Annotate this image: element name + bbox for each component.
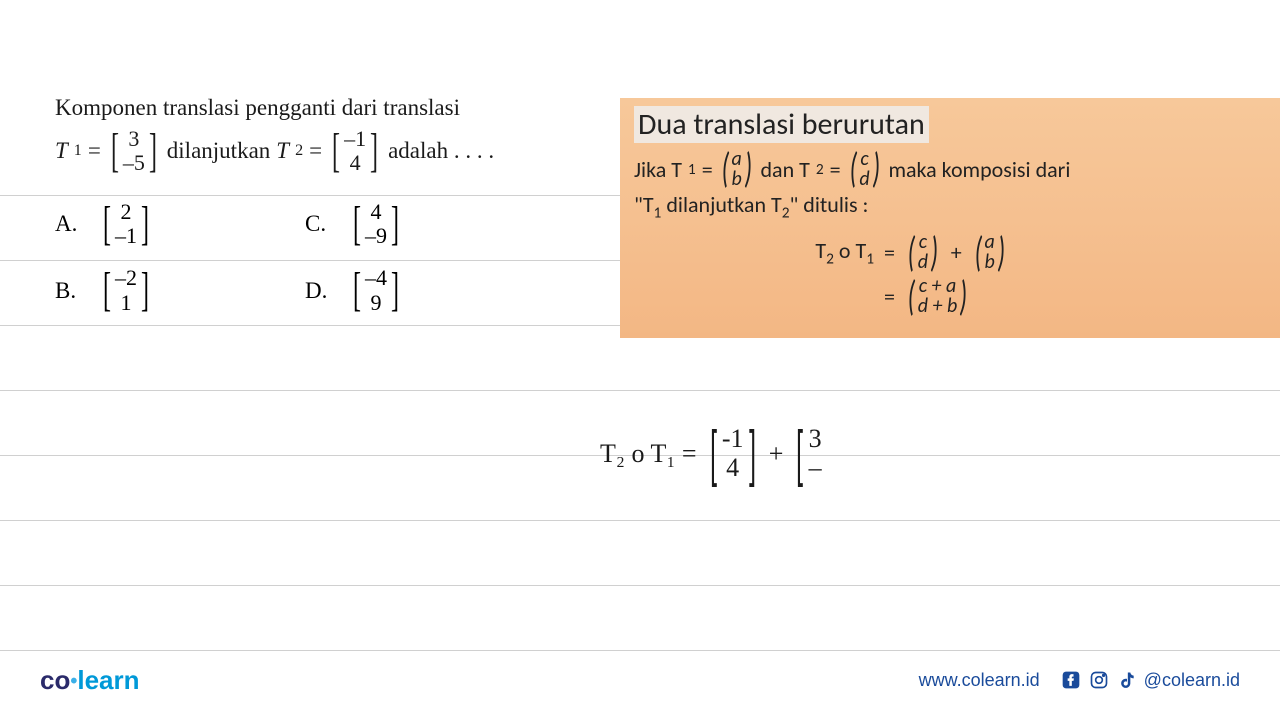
colearn-logo: co•learn — [40, 665, 140, 696]
t1-matrix: [ 3 –5 ] — [107, 127, 161, 175]
hand-m1bot: 4 — [726, 454, 739, 483]
instagram-icon — [1088, 669, 1110, 691]
option-c: C. [ 4 –9 ] — [305, 200, 555, 248]
plus: + — [951, 239, 962, 266]
t2-sub: 2 — [295, 142, 303, 160]
mid-text: dilanjutkan — [167, 138, 270, 164]
t1-top: 3 — [128, 127, 139, 151]
opt-d-bot: 9 — [370, 291, 381, 315]
theory-eq2: = — [830, 156, 841, 183]
theory-sub2: 2 — [816, 160, 824, 179]
theory-title: Dua translasi berurutan — [634, 106, 929, 143]
hand-m2bot: – — [809, 454, 822, 483]
question-line2: T1 = [ 3 –5 ] dilanjutkan T2 = [ –1 4 ] — [55, 127, 585, 175]
r1-m2top: a — [984, 232, 994, 252]
option-b-label: B. — [55, 278, 85, 304]
theory-jika: Jika T — [634, 156, 682, 183]
footer: co•learn www.colearn.id @colearn.id — [0, 660, 1280, 700]
theory-line2: "T1 dilanjutkan T2" ditulis : — [634, 191, 1266, 222]
hand-plus: + — [769, 439, 784, 469]
hand-m1top: -1 — [722, 425, 744, 454]
eq2: = — [309, 138, 322, 164]
hand-m2top: 3 — [809, 425, 822, 454]
r2-top: c + a — [919, 276, 957, 296]
logo-learn: learn — [77, 665, 139, 695]
question-text: Komponen translasi pengganti dari transl… — [55, 95, 585, 175]
th-l2b: dilanjutkan T — [661, 191, 781, 218]
opt-b-top: –2 — [115, 266, 137, 290]
tiktok-icon — [1116, 669, 1138, 691]
t1-bot: –5 — [123, 151, 145, 175]
t2-top: –1 — [344, 127, 366, 151]
theory-formula: T2 o T1 = ( cd ) + ( ab ) = — [774, 232, 1266, 316]
r2-bot: d + b — [918, 296, 958, 316]
hand-lhs: T₂ o T₁ = — [600, 439, 697, 469]
option-d: D. [ –4 9 ] — [305, 266, 555, 314]
answer-options: A. [ 2 –1 ] C. [ 4 –9 — [55, 200, 585, 333]
t1-var: T — [55, 138, 68, 164]
theory-eq1: = — [702, 156, 713, 183]
opt-a-bot: –1 — [115, 224, 137, 248]
th-m2bot: d — [859, 169, 869, 189]
option-a: A. [ 2 –1 ] — [55, 200, 305, 248]
eq1: = — [88, 138, 101, 164]
t2-bot: 4 — [350, 151, 361, 175]
t1-sub: 1 — [74, 142, 82, 160]
option-a-label: A. — [55, 211, 85, 237]
option-b: B. [ –2 1 ] — [55, 266, 305, 314]
opt-c-bot: –9 — [365, 224, 387, 248]
t2-matrix: [ –1 4 ] — [328, 127, 382, 175]
logo-co: co — [40, 665, 70, 695]
r1-m1top: c — [919, 232, 927, 252]
tail-text: adalah . . . . — [388, 138, 494, 164]
social-handle: @colearn.id — [1144, 670, 1240, 691]
social-links: @colearn.id — [1060, 669, 1240, 691]
option-c-label: C. — [305, 211, 335, 237]
footer-right: www.colearn.id @colearn.id — [919, 669, 1240, 691]
th-m2top: c — [860, 149, 868, 169]
th-m1top: a — [731, 149, 741, 169]
opt-c-top: 4 — [370, 200, 381, 224]
r1-m2bot: b — [984, 252, 994, 272]
opt-a-top: 2 — [120, 200, 131, 224]
r1-m1bot: d — [918, 252, 928, 272]
comp-t: T — [815, 237, 826, 264]
opt-d-top: –4 — [365, 266, 387, 290]
th-l2a: "T — [634, 191, 654, 218]
th-l2c: " ditulis : — [790, 191, 869, 218]
theory-box: Dua translasi berurutan Jika T1 = ( ab )… — [620, 98, 1280, 338]
theory-sub1: 1 — [688, 160, 696, 179]
handwritten-work: T₂ o T₁ = [ -1 4 ] + [ 3 – — [600, 425, 822, 482]
t2-var: T — [276, 138, 289, 164]
opt-b-bot: 1 — [120, 291, 131, 315]
facebook-icon — [1060, 669, 1082, 691]
theory-line1: Jika T1 = ( ab ) dan T2 = ( cd ) maka ko… — [634, 149, 1266, 189]
question-line1: Komponen translasi pengganti dari transl… — [55, 95, 585, 121]
theory-dan: dan T — [761, 156, 810, 183]
theory-maka: maka komposisi dari — [888, 156, 1070, 183]
footer-url: www.colearn.id — [919, 670, 1040, 691]
option-d-label: D. — [305, 278, 335, 304]
th-m1bot: b — [731, 169, 741, 189]
